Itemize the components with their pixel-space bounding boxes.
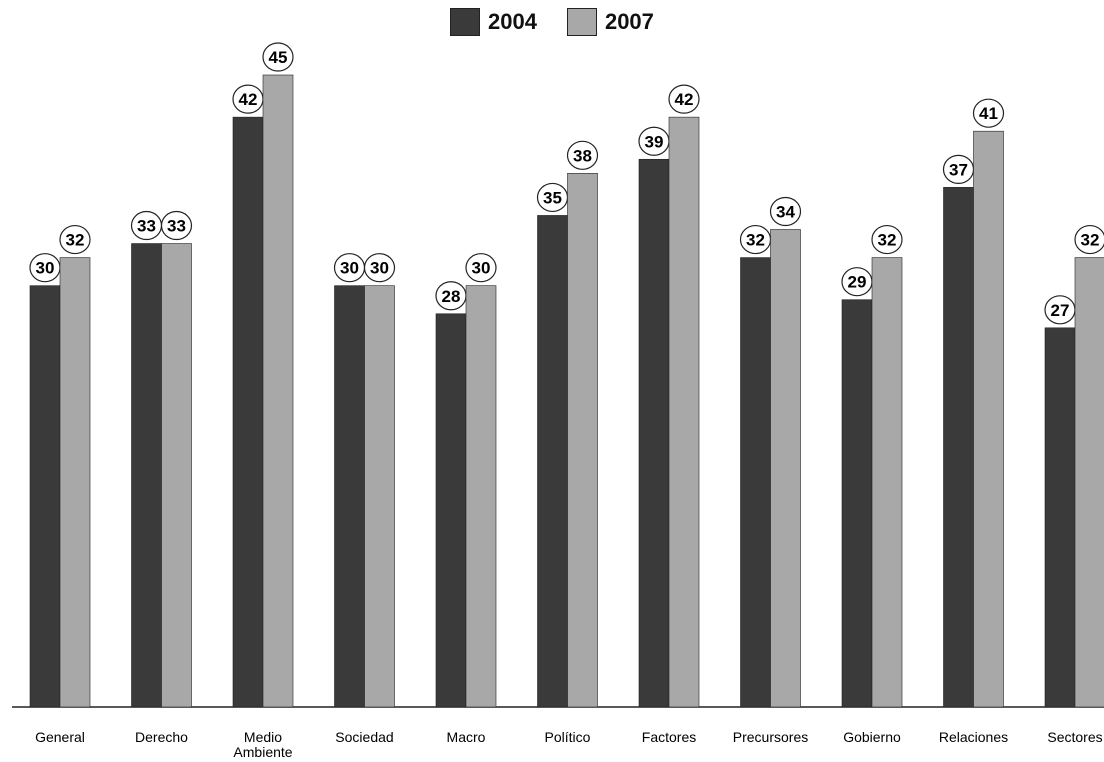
data-label-2007-1: 33 — [167, 217, 186, 236]
bar-2007-macro — [465, 285, 497, 708]
legend-item-2004: 2004 — [450, 8, 537, 36]
bar-2007-derecho — [161, 243, 192, 708]
data-label-2007-6: 42 — [675, 90, 694, 109]
bar-2007-medio-ambiente — [262, 74, 294, 708]
x-tick-label: Precursores — [733, 729, 808, 745]
x-tick-label: Sociedad — [335, 729, 393, 745]
data-label-circle — [1074, 224, 1104, 255]
data-label-circle — [871, 224, 903, 255]
data-label-2004-7: 32 — [746, 231, 765, 250]
data-label-circle — [262, 42, 294, 72]
bar-2007-general — [59, 257, 91, 708]
legend-label-2007: 2007 — [604, 9, 654, 34]
legend-item-2007: 2007 — [566, 8, 654, 36]
data-label-2004-3: 30 — [340, 259, 359, 278]
x-tick-label: Macro — [447, 729, 486, 745]
bar-2004-relaciones — [943, 187, 974, 708]
data-label-circle — [160, 210, 193, 241]
x-tick-label: Sectores — [1047, 729, 1102, 745]
data-label-2004-5: 35 — [543, 188, 562, 207]
data-label-circle — [668, 84, 700, 114]
data-label-circle — [363, 253, 396, 283]
data-label-2007-10: 32 — [1081, 231, 1100, 250]
data-label-2004-8: 29 — [848, 273, 867, 292]
bar-2004-medio-ambiente — [232, 116, 264, 708]
bar-2007-relaciones — [973, 130, 1004, 708]
x-tick-label: Ambiente — [233, 744, 292, 760]
x-tick-label: Relaciones — [939, 729, 1008, 745]
bar-2004-gobierno — [841, 299, 873, 708]
chart-legend: 2004 2007 — [450, 8, 654, 36]
bar-2007-sectores — [1074, 257, 1104, 708]
data-label-circle — [566, 140, 599, 170]
bar-2007-factores — [668, 116, 700, 708]
x-tick-label: Medio — [244, 729, 282, 745]
data-label-2007-8: 32 — [878, 231, 897, 250]
data-label-2007-5: 38 — [573, 146, 592, 165]
bar-2007-político — [567, 173, 598, 708]
data-label-2007-7: 34 — [776, 202, 795, 221]
data-label-2004-6: 39 — [645, 132, 664, 151]
bar-2007-gobierno — [871, 257, 903, 708]
data-label-2007-2: 45 — [269, 48, 288, 67]
data-label-2004-9: 37 — [949, 160, 968, 179]
bar-2004-político — [537, 215, 568, 708]
x-tick-label: Derecho — [135, 729, 188, 745]
data-label-circle — [59, 224, 91, 255]
data-label-2004-0: 30 — [36, 259, 55, 278]
data-label-2007-4: 30 — [472, 259, 491, 278]
data-label-2004-4: 28 — [442, 287, 461, 306]
data-label-circle — [769, 196, 802, 227]
bar-2004-sociedad — [334, 285, 365, 708]
x-tick-label: Factores — [642, 729, 696, 745]
legend-swatch-2007 — [566, 8, 597, 36]
x-tick-label: Gobierno — [843, 729, 901, 745]
legend-label-2004: 2004 — [488, 9, 537, 34]
bar-2004-general — [29, 285, 61, 708]
data-label-circle — [972, 98, 1005, 128]
legend-swatch-2004 — [450, 8, 480, 36]
data-label-circle — [465, 253, 497, 283]
bar-2004-sectores — [1044, 327, 1076, 708]
data-label-2004-10: 27 — [1051, 301, 1070, 320]
bar-2007-sociedad — [364, 285, 395, 708]
data-label-2004-2: 42 — [239, 90, 258, 109]
bar-2004-precursores — [740, 257, 771, 708]
data-label-2004-1: 33 — [137, 217, 156, 236]
bar-2007-precursores — [770, 229, 801, 708]
x-tick-label: General — [35, 729, 85, 745]
bar-2004-factores — [638, 158, 670, 708]
x-tick-label: Político — [545, 729, 591, 745]
bar-2004-derecho — [131, 243, 162, 708]
data-label-2007-0: 32 — [66, 231, 85, 250]
data-label-2007-9: 41 — [979, 104, 998, 123]
data-label-2007-3: 30 — [370, 259, 389, 278]
bar-2004-macro — [435, 313, 467, 708]
